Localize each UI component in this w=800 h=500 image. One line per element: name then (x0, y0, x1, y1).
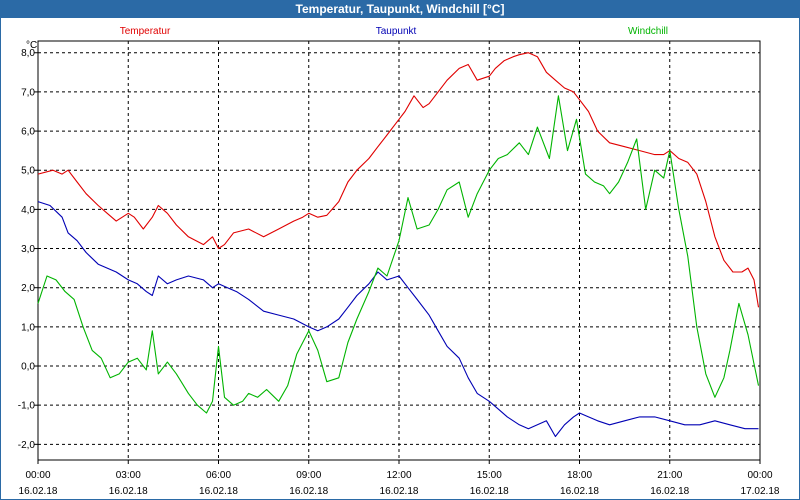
y-tick-label: 1,0 (21, 322, 35, 333)
chart-title: Temperatur, Taupunkt, Windchill [°C] (295, 2, 505, 16)
x-tick-date-label: 17.02.18 (741, 486, 780, 497)
x-tick-date-label: 16.02.18 (380, 486, 419, 497)
y-axis-unit-label: °C (26, 40, 37, 51)
x-tick-date-label: 16.02.18 (109, 486, 148, 497)
series-line-taupunkt (37, 201, 759, 438)
x-tick-time-label: 03:00 (116, 470, 141, 481)
series-line-windchill (37, 95, 760, 414)
legend-entry-temperatur: Temperatur (120, 26, 171, 37)
x-axis: 00:00 16.02.18 03:00 16.02.18 06:00 16.02.18 0… (19, 460, 780, 497)
x-tick-time-label: 06:00 (206, 470, 231, 481)
x-tick-time-label: 12:00 (386, 470, 411, 481)
x-tick-date-label: 16.02.18 (650, 486, 689, 497)
x-tick-date-label: 16.02.18 (19, 486, 58, 497)
grid-lines (38, 41, 760, 460)
legend-entry-windchill: Windchill (628, 26, 668, 37)
x-tick-time-label: 21:00 (657, 470, 682, 481)
y-axis: 8,0 7,0 6,0 5,0 4,0 3,0 2,0 1,0 0,0 -1,0 -2,0 (18, 48, 38, 451)
y-tick-label: 7,0 (21, 87, 35, 98)
y-tick-label: 6,0 (21, 127, 35, 138)
x-tick-time-label: 15:00 (477, 470, 502, 481)
y-tick-label: -1,0 (18, 401, 36, 412)
y-tick-label: -2,0 (18, 440, 36, 451)
chart-title-bar: Temperatur, Taupunkt, Windchill [°C] (0, 0, 800, 18)
y-tick-label: 4,0 (21, 205, 35, 216)
x-tick-time-label: 09:00 (296, 470, 321, 481)
series-lines (37, 52, 760, 438)
legend: Temperatur Taupunkt Windchill (120, 26, 668, 37)
x-tick-time-label: 00:00 (747, 470, 772, 481)
x-tick-time-label: 00:00 (25, 470, 50, 481)
series-line-temperatur (37, 52, 760, 308)
y-tick-label: 2,0 (21, 283, 35, 294)
y-tick-label: 8,0 (21, 48, 35, 59)
x-tick-date-label: 16.02.18 (470, 486, 509, 497)
y-tick-label: 0,0 (21, 362, 35, 373)
x-tick-date-label: 16.02.18 (560, 486, 599, 497)
x-tick-date-label: 16.02.18 (289, 486, 328, 497)
y-tick-label: 5,0 (21, 166, 35, 177)
x-tick-time-label: 18:00 (567, 470, 592, 481)
x-tick-date-label: 16.02.18 (199, 486, 238, 497)
y-tick-label: 3,0 (21, 244, 35, 255)
legend-entry-taupunkt: Taupunkt (376, 26, 417, 37)
